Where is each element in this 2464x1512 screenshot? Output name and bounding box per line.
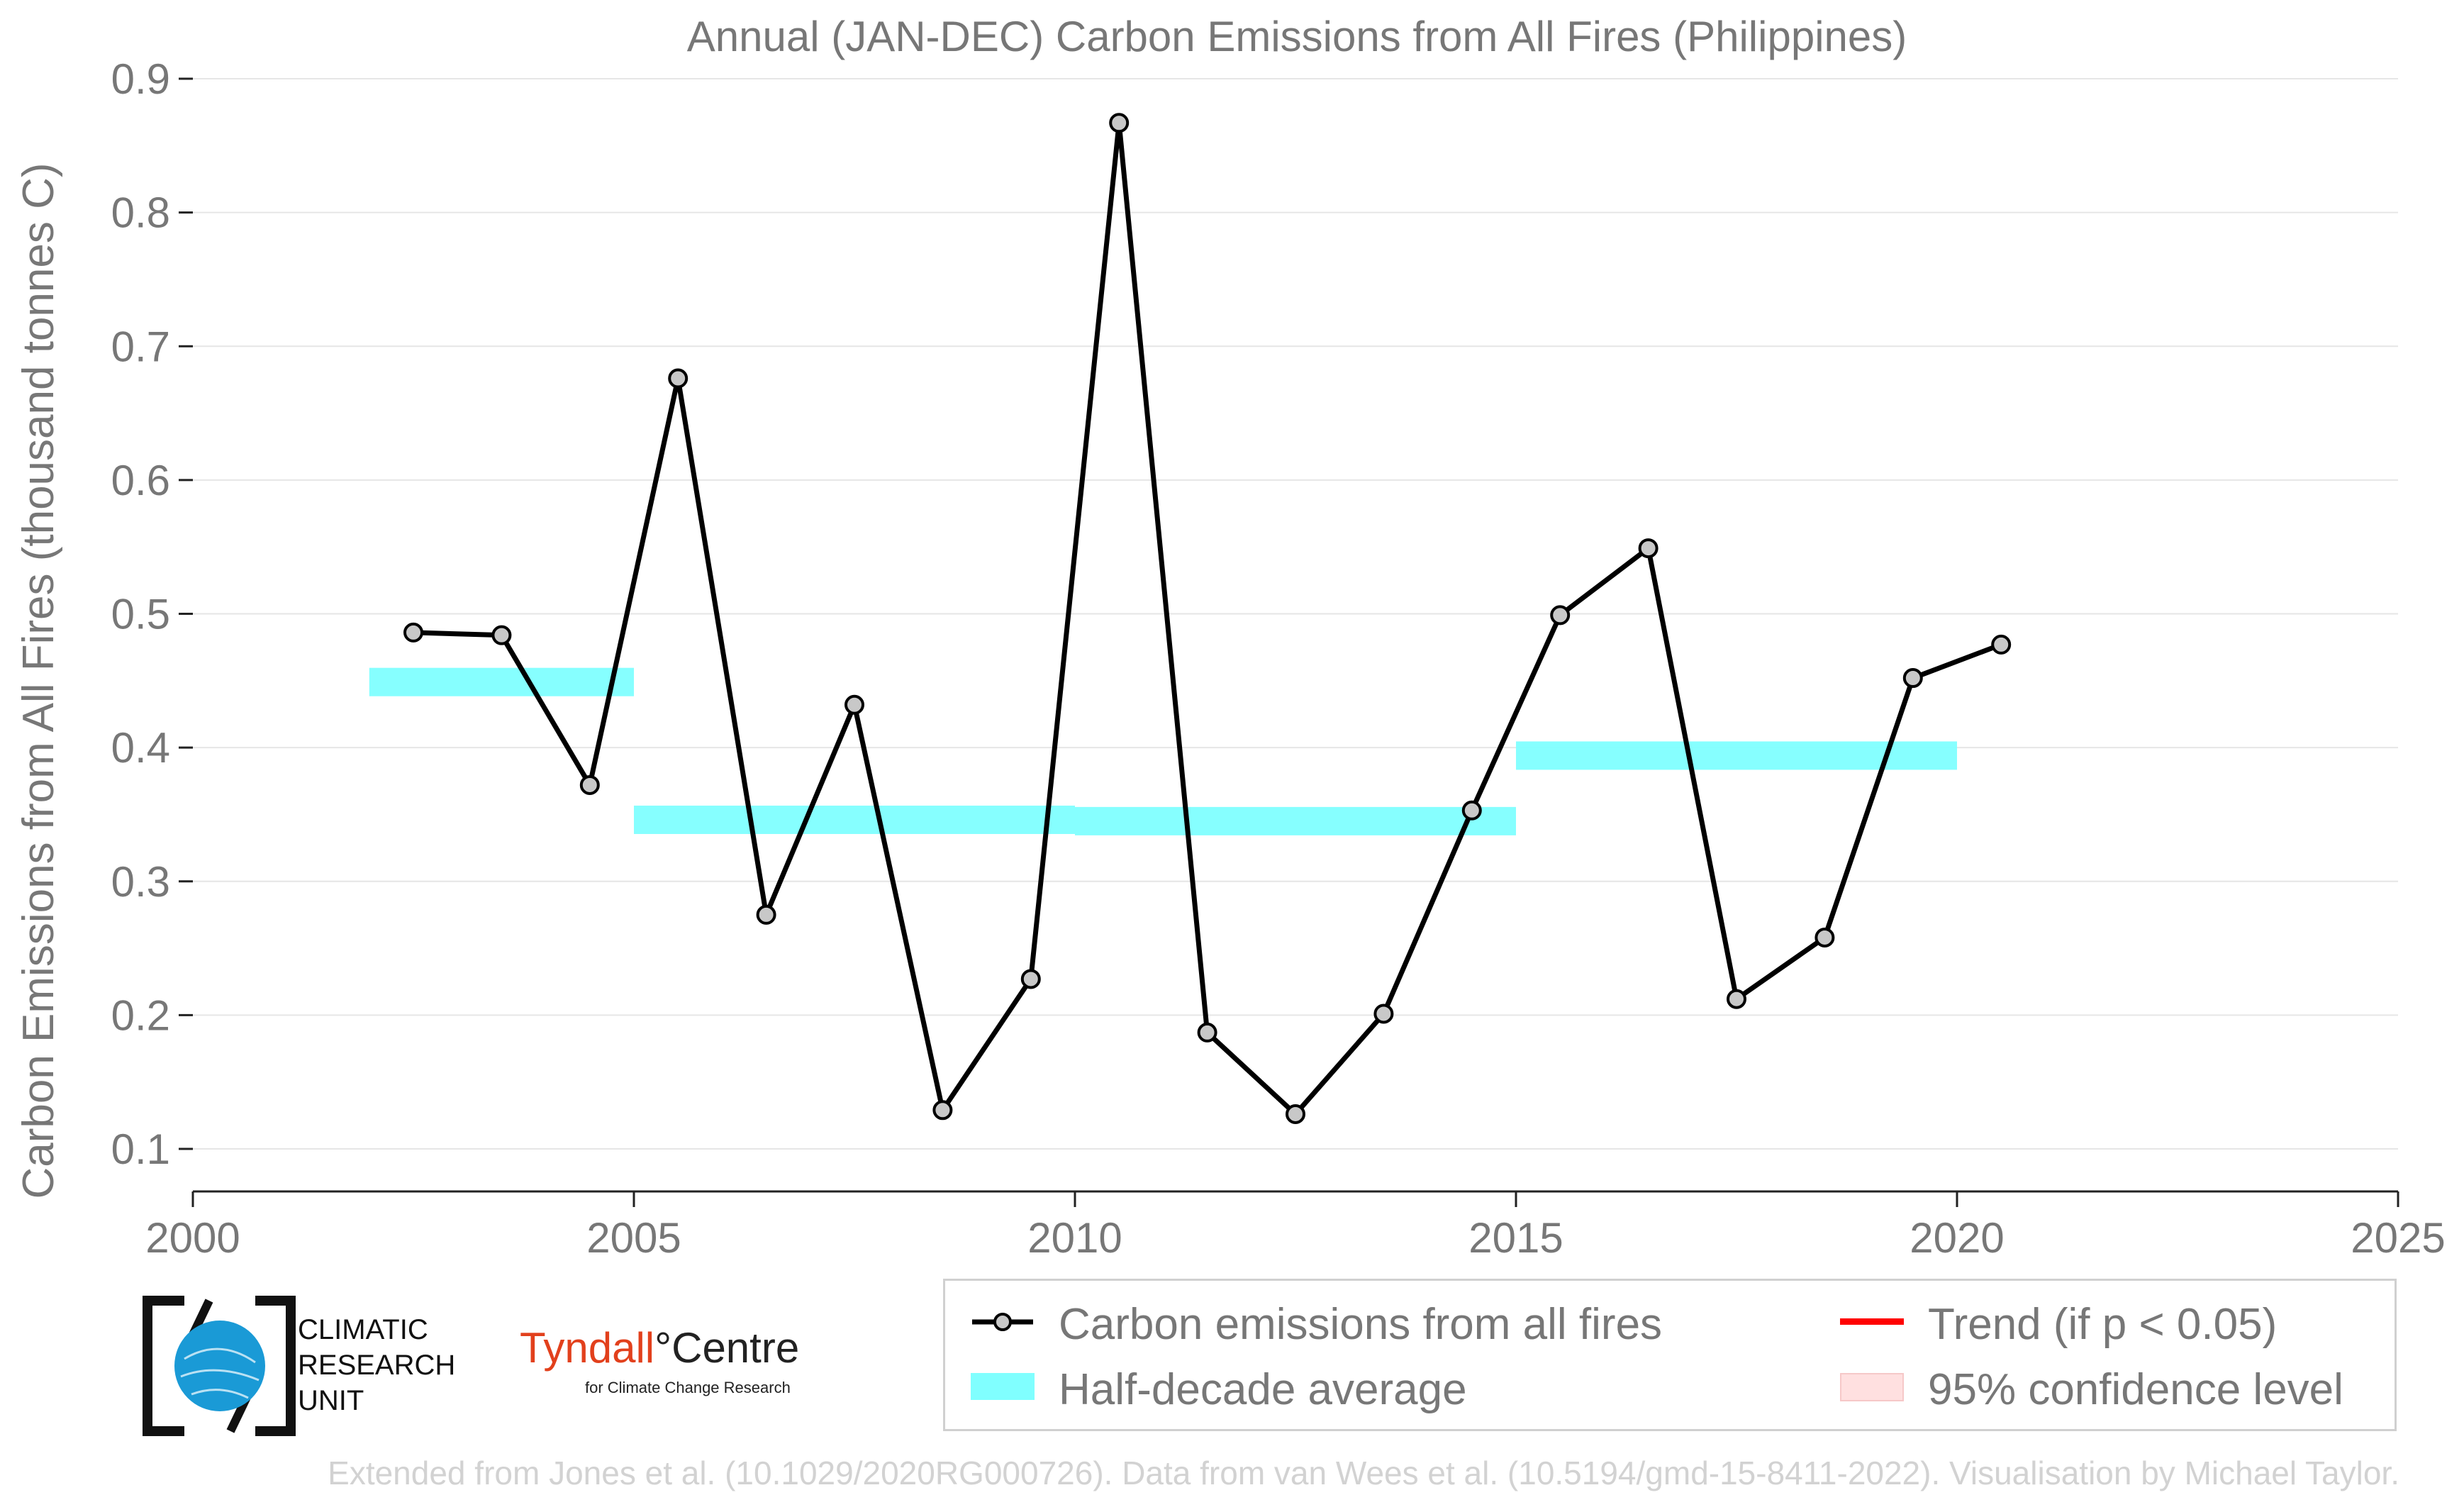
x-tick-label-5: 2025 [2351, 1214, 2445, 1262]
data-point-11 [1373, 1004, 1394, 1024]
data-point-6 [932, 1100, 953, 1121]
legend-swatch-average [971, 1373, 1035, 1400]
series-points [403, 113, 2012, 1124]
data-point-8 [1109, 113, 1130, 133]
data-point-4 [756, 904, 776, 925]
tyndall-logo-subtitle: for Climate Change Research [585, 1379, 791, 1396]
data-point-16 [1814, 927, 1835, 947]
data-point-0 [403, 622, 423, 643]
data-point-15 [1727, 989, 1746, 1009]
data-point-1 [491, 625, 512, 645]
data-point-13 [1550, 605, 1571, 626]
axes [179, 77, 2399, 1207]
legend-swatch-confidence [1840, 1373, 1904, 1401]
y-tick-label-1: 0.2 [111, 991, 170, 1039]
x-tick-label-4: 2020 [1910, 1214, 2004, 1262]
y-tick-label-5: 0.6 [111, 457, 170, 504]
half-decade-average-bar-0 [369, 667, 634, 696]
series-line-path [413, 120, 2002, 1117]
y-tick-label-7: 0.8 [111, 189, 170, 237]
data-point-3 [668, 368, 689, 389]
legend-swatch-trend [1840, 1318, 1904, 1325]
tyndall-logo: Tyndall°Centre [520, 1324, 800, 1372]
y-tick-label-3: 0.4 [111, 724, 170, 772]
y-tick-label-6: 0.7 [111, 323, 170, 370]
data-point-10 [1286, 1104, 1305, 1124]
data-point-9 [1197, 1022, 1217, 1043]
y-tick-label-0: 0.1 [111, 1125, 170, 1173]
data-point-12 [1461, 800, 1482, 821]
y-tick-label-2: 0.3 [111, 858, 170, 906]
data-point-2 [579, 774, 600, 795]
half-decade-average-bar-1 [634, 805, 1075, 834]
data-point-14 [1638, 538, 1659, 559]
cru-logo-text: CLIMATIC RESEARCH UNIT [298, 1314, 456, 1416]
x-tick-label-1: 2005 [586, 1214, 681, 1262]
legend-label-emissions: Carbon emissions from all fires [1059, 1300, 1663, 1349]
y-tick-label-4: 0.5 [111, 591, 170, 638]
legend-label-trend: Trend (if p < 0.05) [1928, 1300, 2278, 1349]
legend-label-average: Half-decade average [1059, 1365, 1467, 1414]
grid [193, 78, 2398, 1150]
data-point-18 [1991, 634, 2012, 655]
footer-credits: Extended from Jones et al. (10.1029/2020… [328, 1455, 2399, 1491]
data-point-7 [1020, 969, 1041, 989]
y-tick-labels: 0.1 0.2 0.3 0.4 0.5 0.6 0.7 0.8 0.9 [111, 55, 170, 1173]
legend-label-confidence: 95% confidence level [1928, 1365, 2343, 1414]
chart-title: Annual (JAN-DEC) Carbon Emissions from A… [687, 13, 1907, 60]
legend-swatch-line [972, 1313, 1033, 1331]
y-tick-label-8: 0.9 [111, 55, 170, 103]
x-tick-label-2: 2010 [1027, 1214, 1122, 1262]
legend: Carbon emissions from all fires Half-dec… [943, 1279, 2397, 1431]
data-point-5 [844, 694, 864, 715]
half-decade-average-bars [369, 667, 1957, 835]
x-tick-labels: 2000 2005 2010 2015 2020 2025 [145, 1214, 2445, 1262]
data-point-17 [1902, 668, 1923, 689]
x-tick-label-3: 2015 [1468, 1214, 1563, 1262]
half-decade-average-bar-2 [1075, 806, 1516, 835]
series-line [413, 120, 2002, 1117]
x-tick-label-0: 2000 [145, 1214, 240, 1262]
cru-logo [143, 1296, 296, 1436]
y-axis-label: Carbon Emissions from All Fires (thousan… [14, 162, 63, 1199]
